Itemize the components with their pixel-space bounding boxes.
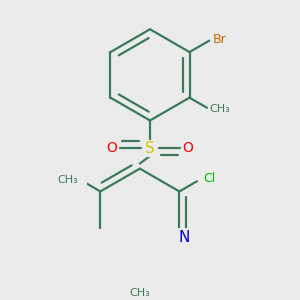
Text: S: S bbox=[145, 141, 155, 156]
Text: CH₃: CH₃ bbox=[130, 288, 150, 298]
Text: Cl: Cl bbox=[203, 172, 216, 185]
Text: O: O bbox=[183, 141, 194, 155]
Text: CH₃: CH₃ bbox=[57, 175, 78, 185]
Text: O: O bbox=[106, 141, 117, 155]
Text: CH₃: CH₃ bbox=[209, 104, 230, 114]
Text: Br: Br bbox=[212, 33, 226, 46]
Text: N: N bbox=[179, 230, 190, 244]
